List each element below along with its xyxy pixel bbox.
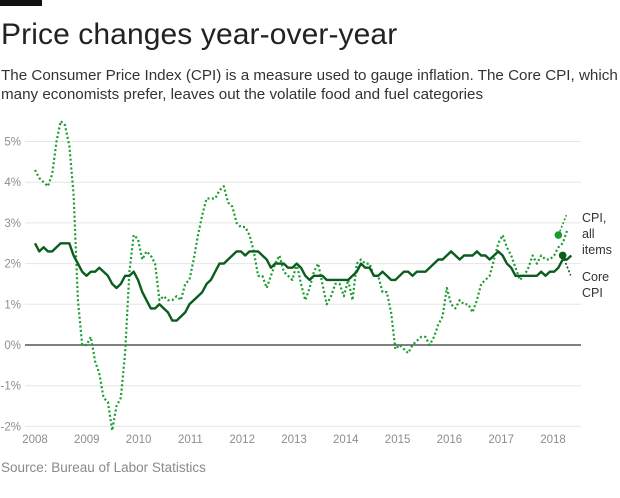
source-note: Source: Bureau of Labor Statistics (1, 460, 206, 475)
x-tick-label: 2009 (74, 434, 100, 446)
chart-subtitle: The Consumer Price Index (CPI) is a meas… (1, 67, 618, 103)
y-axis-tick-labels: -2% -1% 0% 1% 2% 3% 4% 5% (1, 137, 21, 434)
x-tick-label: 2017 (488, 434, 514, 446)
y-tick-label: 4% (4, 177, 21, 189)
y-tick-label: 3% (4, 218, 21, 230)
x-tick-label: 2010 (126, 434, 152, 446)
y-tick-label: -1% (1, 381, 21, 393)
series-end-markers: CPI, all items Core CPI (554, 211, 612, 300)
y-tick-label: 0% (4, 340, 21, 352)
y-tick-label: 5% (4, 137, 21, 149)
core-cpi-series-label: Core (582, 270, 609, 284)
x-tick-label: 2016 (437, 434, 463, 446)
x-tick-label: 2011 (178, 434, 203, 446)
cpi-series-label: all (582, 227, 595, 241)
x-tick-label: 2015 (385, 434, 411, 446)
cpi-series-label: CPI, (582, 211, 606, 225)
y-tick-label: 1% (4, 299, 21, 311)
x-tick-label: 2018 (540, 434, 566, 446)
y-tick-label: -2% (1, 421, 21, 433)
cpi-leader (557, 214, 568, 236)
x-tick-label: 2008 (22, 434, 48, 446)
chart-title: Price changes year-over-year (1, 18, 398, 51)
y-tick-label: 2% (4, 259, 21, 271)
core-cpi-leader (561, 255, 572, 276)
x-tick-label: 2013 (281, 434, 307, 446)
x-axis-tick-labels: 2008 2009 2010 2011 2012 2013 2014 2015 2016 2017… (22, 434, 566, 446)
cpi-all-items-line (34, 119, 569, 432)
x-tick-label: 2014 (333, 434, 359, 446)
brand-bar (0, 0, 42, 6)
cpi-series-label: items (582, 243, 612, 257)
gridlines (25, 141, 581, 427)
core-cpi-line (33, 242, 573, 322)
core-cpi-series-label: CPI (582, 286, 603, 300)
x-tick-label: 2012 (229, 434, 255, 446)
series-lines (33, 119, 573, 432)
